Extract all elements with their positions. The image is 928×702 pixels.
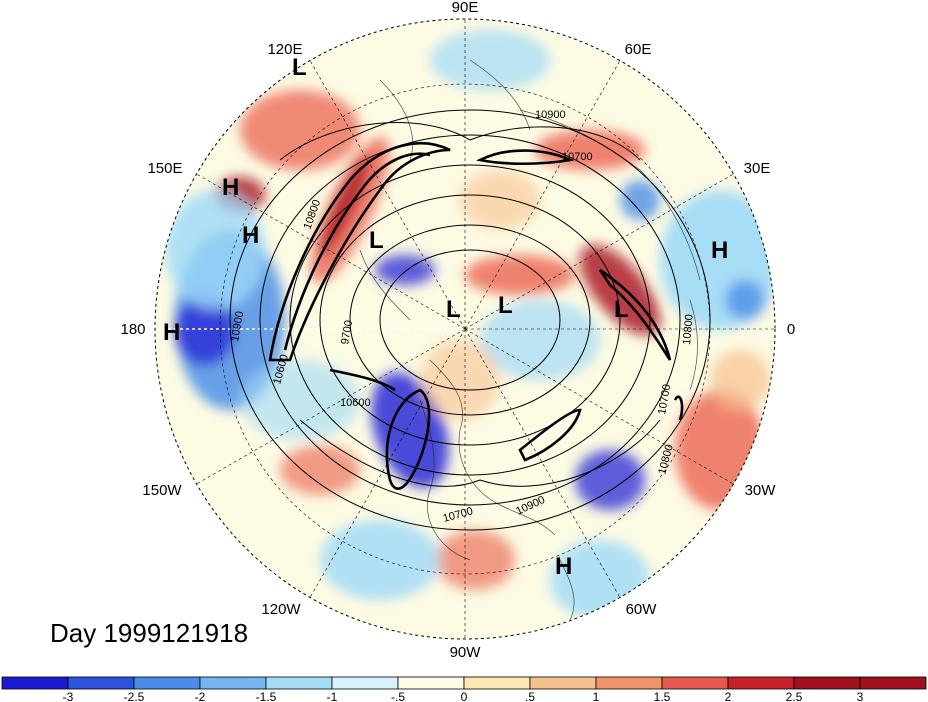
colorbar-box bbox=[727, 676, 795, 690]
contour-label-1: 10700 bbox=[562, 151, 593, 163]
contour-labels: 10900 10700 10800 10900 10600 9700 10800… bbox=[229, 109, 696, 525]
longitude-label-1: 60E bbox=[625, 41, 652, 58]
colorbar-box bbox=[793, 676, 861, 690]
longitude-label-8: 150W bbox=[142, 482, 182, 499]
colorbar-tick-label: 1.5 bbox=[654, 690, 671, 702]
colorbar-box bbox=[529, 676, 597, 690]
colorbar-tick-label: 2.5 bbox=[786, 690, 803, 702]
colorbar-box bbox=[859, 676, 927, 690]
longitude-label-11: 120E bbox=[267, 41, 302, 58]
pressure-center-8: H bbox=[711, 237, 728, 264]
colorbar-box bbox=[661, 676, 729, 690]
colorbar-tick-label: 1 bbox=[593, 690, 600, 702]
contour-label-7: 10700 bbox=[656, 383, 673, 415]
pressure-center-1: H bbox=[222, 174, 239, 201]
colorbar-tick-label: 0 bbox=[461, 690, 468, 702]
colorbar-box bbox=[265, 676, 333, 690]
longitude-label-7: 120W bbox=[261, 601, 301, 618]
graticule bbox=[155, 19, 775, 639]
colorbar-tick-label: 2 bbox=[725, 690, 732, 702]
contour-label-4: 10600 bbox=[340, 397, 371, 409]
colorbar-box bbox=[595, 676, 663, 690]
contour-label-3: 10900 bbox=[229, 310, 246, 342]
pressure-center-7: L bbox=[614, 296, 629, 323]
longitude-label-10: 150E bbox=[147, 160, 182, 177]
jet-contours bbox=[268, 142, 684, 490]
colorbar-box bbox=[199, 676, 267, 690]
contour-label-6: 10800 bbox=[681, 314, 696, 346]
colorbar: -3 -2.5 -2 -1.5 -1 -.5 0 .5 1 1.5 2 2.5 3 bbox=[1, 676, 927, 702]
longitude-labels: 90E 60E 30E 0 30W 60W 90W 120W 150W 180 … bbox=[120, 0, 795, 661]
colorbar-tick-label: -2 bbox=[195, 690, 206, 702]
contour-label-0: 10900 bbox=[535, 109, 566, 121]
anomaly-field bbox=[155, 19, 775, 639]
colorbar-tick-label: -2.5 bbox=[124, 690, 145, 702]
colorbar-tick-label: -1.5 bbox=[256, 690, 277, 702]
longitude-label-2: 30E bbox=[744, 160, 771, 177]
longitude-label-6: 90W bbox=[450, 644, 482, 661]
colorbar-box bbox=[397, 676, 465, 690]
colorbar-box bbox=[1, 676, 69, 690]
longitude-label-4: 30W bbox=[745, 482, 777, 499]
map-boundary bbox=[154, 18, 776, 640]
colorbar-tick-label: -.5 bbox=[391, 690, 405, 702]
pressure-center-9: H bbox=[555, 553, 572, 580]
colorbar-box bbox=[133, 676, 201, 690]
contour-label-5: 9700 bbox=[339, 319, 355, 345]
colorbar-tick-label: .5 bbox=[525, 690, 535, 702]
pressure-center-4: H bbox=[163, 319, 180, 346]
longitude-label-5: 60W bbox=[626, 601, 658, 618]
longitude-label-0: 90E bbox=[452, 0, 479, 16]
height-contours bbox=[229, 109, 711, 531]
colorbar-tick-label: -3 bbox=[63, 690, 74, 702]
colorbar-box bbox=[67, 676, 135, 690]
colorbar-tick-label: -1 bbox=[327, 690, 338, 702]
pressure-center-3: L bbox=[369, 227, 384, 254]
pressure-center-2: H bbox=[242, 222, 259, 249]
colorbar-tick-label: 3 bbox=[857, 690, 864, 702]
pressure-center-markers: L H H L H L L L H H bbox=[163, 54, 728, 580]
pressure-center-5: L bbox=[446, 296, 461, 323]
pressure-center-6: L bbox=[498, 292, 513, 319]
colorbar-box bbox=[331, 676, 399, 690]
date-label: Day 1999121918 bbox=[50, 618, 249, 648]
longitude-label-3: 0 bbox=[787, 321, 795, 338]
pressure-center-0: L bbox=[292, 54, 307, 81]
colorbar-box bbox=[463, 676, 531, 690]
longitude-label-9: 180 bbox=[120, 321, 145, 338]
